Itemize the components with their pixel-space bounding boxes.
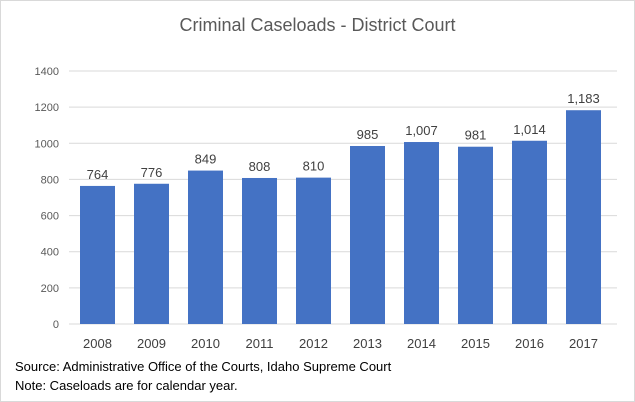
bar-2010 [188,170,223,324]
y-tick-label: 1400 [35,66,59,78]
x-tick-label: 2016 [515,336,544,351]
x-tick-label: 2009 [137,336,166,351]
y-tick-label: 0 [53,319,59,331]
data-label: 849 [195,152,217,167]
calendar-note: Note: Caseloads are for calendar year. [15,378,238,393]
data-label: 1,014 [513,122,546,137]
x-tick-label: 2008 [83,336,112,351]
data-label: 1,007 [405,123,438,138]
x-tick-label: 2011 [246,336,274,351]
data-label: 981 [465,128,487,143]
source-note: Source: Administrative Office of the Cou… [15,359,392,374]
bar-2012 [296,177,331,324]
data-label: 810 [303,159,325,174]
bar-2009 [134,183,169,324]
chart-title: Criminal Caseloads - District Court [179,15,456,35]
bar-2013 [350,145,385,324]
y-tick-label: 1000 [35,138,59,150]
bar-2011 [242,177,277,324]
x-tick-label: 2014 [407,336,436,351]
y-tick-label: 200 [41,283,59,295]
data-label: 764 [87,167,109,182]
y-tick-label: 400 [41,247,59,259]
x-tick-label: 2010 [191,336,220,351]
y-tick-label: 800 [41,174,59,186]
data-label: 808 [249,159,271,174]
data-label: 1,183 [567,91,600,106]
data-label: 985 [357,127,379,142]
y-tick-label: 1200 [35,102,59,114]
data-label: 776 [141,165,163,180]
bar-2014 [404,142,439,324]
x-tick-label: 2015 [461,336,490,351]
y-tick-label: 600 [41,211,59,223]
bar-2016 [512,140,547,324]
x-tick-label: 2013 [353,336,382,351]
x-tick-label: 2012 [299,336,328,351]
bar-2008 [80,185,115,324]
x-tick-label: 2017 [569,336,598,351]
bar-2015 [458,146,493,324]
bar-2017 [566,110,601,324]
